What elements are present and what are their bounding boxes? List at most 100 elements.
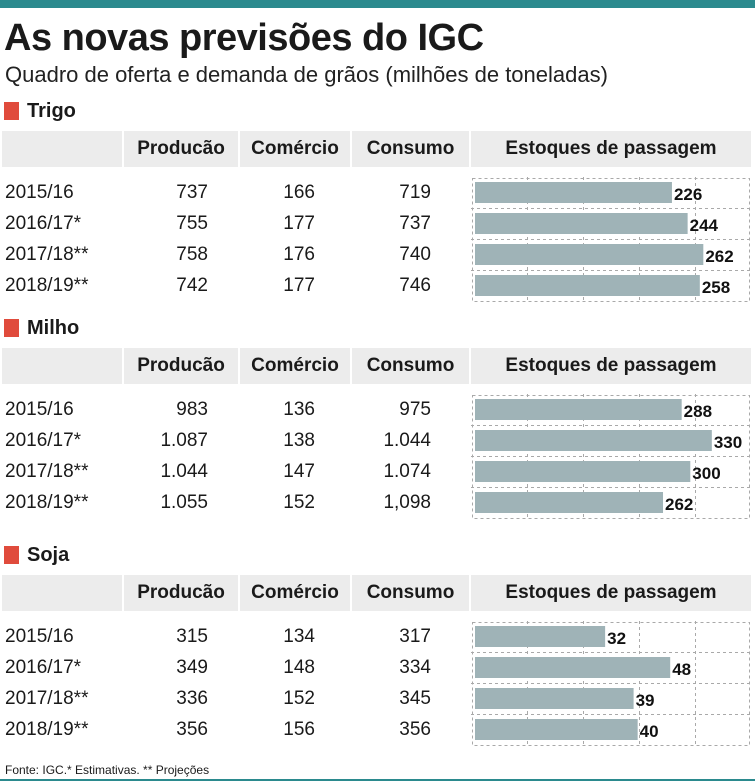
cell-comercio: 152 bbox=[283, 492, 315, 513]
cell-comercio: 177 bbox=[283, 213, 315, 234]
section-soja: Soja Producão Comércio Consumo Estoques de p… bbox=[0, 543, 755, 753]
cell-consumo: 719 bbox=[399, 182, 431, 203]
bar-201819 bbox=[475, 492, 664, 513]
bar-value-label: 288 bbox=[684, 402, 712, 421]
section-label: Soja bbox=[4, 543, 69, 567]
header-comercio: Comércio bbox=[240, 348, 350, 384]
section-label-text: Trigo bbox=[27, 100, 76, 122]
square-marker-icon bbox=[4, 546, 19, 564]
cell-consumo: 356 bbox=[399, 719, 431, 740]
page-subtitle: Quadro de oferta e demanda de grãos (mil… bbox=[5, 62, 608, 87]
row-year: 2018/19** bbox=[5, 275, 89, 296]
square-marker-icon bbox=[4, 319, 19, 337]
bar-value-label: 244 bbox=[690, 216, 719, 235]
cell-producao: 758 bbox=[176, 244, 208, 265]
bar-value-label: 262 bbox=[665, 495, 693, 514]
section-label: Trigo bbox=[4, 99, 76, 123]
bar-value-label: 300 bbox=[692, 464, 720, 483]
bar-201617 bbox=[475, 213, 688, 234]
row-year: 2015/16 bbox=[5, 626, 74, 647]
table-row: 2016/17* 755 177 737 bbox=[0, 208, 470, 239]
cell-consumo: 1,098 bbox=[383, 492, 431, 513]
bar-value-label: 258 bbox=[702, 278, 730, 297]
cell-comercio: 177 bbox=[283, 275, 315, 296]
table-row: 2015/16 315 134 317 bbox=[0, 621, 470, 652]
cell-consumo: 345 bbox=[399, 688, 431, 709]
cell-comercio: 152 bbox=[283, 688, 315, 709]
cell-consumo: 317 bbox=[399, 626, 431, 647]
section-trigo: Trigo Producão Comércio Consumo Estoques de … bbox=[0, 99, 755, 309]
bar-201718 bbox=[475, 244, 704, 265]
bar-value-label: 262 bbox=[705, 247, 733, 266]
cell-producao: 349 bbox=[176, 657, 208, 678]
row-year: 2017/18** bbox=[5, 461, 89, 482]
bar-201617 bbox=[475, 657, 671, 678]
table-row: 2017/18** 758 176 740 bbox=[0, 239, 470, 270]
square-marker-icon bbox=[4, 102, 19, 120]
bar-201617 bbox=[475, 430, 712, 451]
table-row: 2015/16 983 136 975 bbox=[0, 394, 470, 425]
cell-producao: 315 bbox=[176, 626, 208, 647]
table-row: 2015/16 737 166 719 bbox=[0, 177, 470, 208]
section-milho: Milho Producão Comércio Consumo Estoques de … bbox=[0, 316, 755, 526]
row-year: 2016/17* bbox=[5, 430, 82, 451]
bar-201516 bbox=[475, 626, 606, 647]
header-producao: Producão bbox=[124, 348, 238, 384]
row-year: 2018/19** bbox=[5, 719, 89, 740]
header-consumo: Consumo bbox=[352, 348, 469, 384]
bar-value-label: 32 bbox=[607, 629, 626, 648]
cell-comercio: 134 bbox=[283, 626, 315, 647]
table-row: 2017/18** 336 152 345 bbox=[0, 683, 470, 714]
row-year: 2018/19** bbox=[5, 492, 89, 513]
row-year: 2016/17* bbox=[5, 657, 82, 678]
row-year: 2016/17* bbox=[5, 213, 82, 234]
cell-comercio: 148 bbox=[283, 657, 315, 678]
cell-producao: 356 bbox=[176, 719, 208, 740]
estoques-chart: 288 330 300 262 bbox=[471, 394, 751, 520]
header-producao: Producão bbox=[124, 131, 238, 167]
estoques-chart: 32 48 39 40 bbox=[471, 621, 751, 747]
table-row: 2018/19** 1.055 152 1,098 bbox=[0, 487, 470, 518]
bar-201516 bbox=[475, 399, 682, 420]
header-blank-cell bbox=[2, 131, 122, 167]
cell-consumo: 746 bbox=[399, 275, 431, 296]
cell-comercio: 138 bbox=[283, 430, 315, 451]
page-title: As novas previsões do IGC bbox=[4, 17, 484, 59]
header-blank-cell bbox=[2, 575, 122, 611]
bar-201718 bbox=[475, 688, 634, 709]
top-accent-bar bbox=[0, 0, 755, 8]
cell-producao: 983 bbox=[176, 399, 208, 420]
footer-bar bbox=[0, 779, 755, 781]
cell-comercio: 147 bbox=[283, 461, 315, 482]
table-row: 2016/17* 349 148 334 bbox=[0, 652, 470, 683]
bar-value-label: 226 bbox=[674, 185, 702, 204]
header-comercio: Comércio bbox=[240, 131, 350, 167]
bar-201819 bbox=[475, 719, 638, 740]
table-row: 2017/18** 1.044 147 1.074 bbox=[0, 456, 470, 487]
header-consumo: Consumo bbox=[352, 131, 469, 167]
cell-consumo: 1.074 bbox=[383, 461, 431, 482]
cell-producao: 737 bbox=[176, 182, 208, 203]
row-year: 2015/16 bbox=[5, 182, 74, 203]
row-year: 2015/16 bbox=[5, 399, 74, 420]
section-label: Milho bbox=[4, 316, 79, 340]
cell-producao: 1.087 bbox=[160, 430, 208, 451]
header-producao: Producão bbox=[124, 575, 238, 611]
cell-comercio: 176 bbox=[283, 244, 315, 265]
bar-value-label: 40 bbox=[640, 722, 659, 741]
cell-consumo: 1.044 bbox=[383, 430, 431, 451]
section-label-text: Milho bbox=[27, 317, 80, 339]
cell-consumo: 975 bbox=[399, 399, 431, 420]
estoques-chart: 226 244 262 258 bbox=[471, 177, 751, 303]
bar-value-label: 330 bbox=[714, 433, 742, 452]
cell-comercio: 136 bbox=[283, 399, 315, 420]
row-year: 2017/18** bbox=[5, 244, 89, 265]
bar-value-label: 39 bbox=[636, 691, 655, 710]
bar-201718 bbox=[475, 461, 691, 482]
cell-consumo: 737 bbox=[399, 213, 431, 234]
header-blank-cell bbox=[2, 348, 122, 384]
cell-comercio: 166 bbox=[283, 182, 315, 203]
cell-consumo: 740 bbox=[399, 244, 431, 265]
estoques-chart-svg: 32 48 39 40 bbox=[471, 621, 751, 747]
